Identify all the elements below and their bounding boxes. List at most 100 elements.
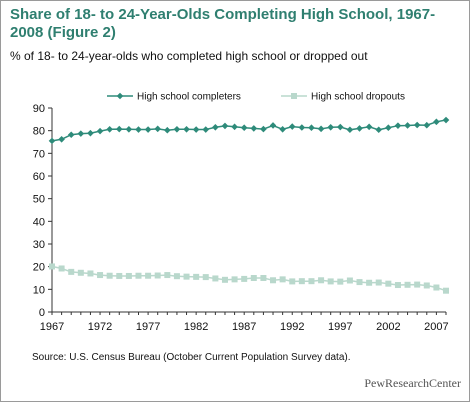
- data-point: [116, 272, 123, 279]
- data-point: [327, 123, 334, 131]
- data-point: [144, 126, 152, 133]
- data-point: [404, 122, 411, 129]
- data-point: [423, 121, 431, 129]
- data-point: [356, 279, 363, 286]
- data-point: [404, 281, 411, 288]
- data-point: [221, 122, 229, 130]
- data-point: [193, 273, 200, 280]
- data-point: [375, 279, 382, 286]
- data-point: [250, 275, 257, 281]
- data-point: [365, 123, 373, 131]
- data-point: [298, 124, 306, 131]
- y-tick-label: 60: [33, 171, 45, 183]
- data-point: [423, 282, 430, 289]
- data-point: [317, 125, 325, 133]
- series-dropouts: [49, 263, 449, 294]
- data-point: [48, 137, 56, 145]
- y-axis: 0 10 20 30 40 50 60 70 80 90: [33, 103, 53, 319]
- data-point: [241, 275, 248, 282]
- data-point: [58, 135, 65, 143]
- data-point: [183, 126, 190, 133]
- data-point: [366, 279, 373, 286]
- y-tick-label: 10: [33, 284, 45, 296]
- x-tick-label: 1977: [136, 321, 160, 333]
- data-point: [77, 130, 85, 137]
- data-point: [336, 123, 344, 131]
- data-point: [260, 125, 267, 133]
- data-point: [164, 272, 171, 279]
- data-point: [443, 287, 449, 294]
- y-tick-label: 50: [33, 194, 45, 206]
- data-point: [346, 126, 354, 134]
- data-point: [173, 273, 180, 280]
- series-completers: [48, 116, 450, 145]
- data-point: [308, 278, 315, 285]
- data-point: [375, 126, 383, 134]
- x-tick-label: 1967: [40, 321, 64, 333]
- data-point: [270, 277, 277, 284]
- x-tick-label: 2002: [376, 321, 400, 333]
- data-point: [192, 126, 200, 133]
- pew-logo: PewResearchCenter: [364, 376, 461, 390]
- data-point: [413, 121, 421, 129]
- data-point: [125, 272, 132, 279]
- data-point: [96, 127, 104, 135]
- data-point: [135, 272, 142, 279]
- data-point: [58, 265, 65, 272]
- data-point: [337, 278, 344, 285]
- data-point: [154, 272, 161, 279]
- data-point: [414, 281, 421, 288]
- x-axis: 1967 1972 1977 1982 1987 1992 1997 2002 2007: [40, 311, 449, 333]
- data-point: [135, 126, 142, 133]
- data-point: [279, 276, 286, 283]
- y-tick-label: 40: [33, 216, 45, 228]
- data-point: [106, 272, 113, 279]
- data-point: [298, 278, 305, 285]
- x-tick-label: 1997: [328, 321, 352, 333]
- x-tick-label: 2007: [424, 321, 448, 333]
- data-point: [231, 123, 238, 131]
- x-tick-label: 1992: [280, 321, 304, 333]
- data-point: [77, 269, 84, 276]
- data-point: [269, 122, 277, 129]
- data-point: [394, 122, 402, 129]
- data-point: [308, 124, 315, 132]
- data-point: [356, 125, 363, 132]
- data-point: [318, 277, 325, 284]
- data-point: [250, 125, 258, 132]
- chart-title: Share of 18- to 24-Year-Olds Completing …: [10, 6, 436, 41]
- x-tick-label: 1987: [232, 321, 256, 333]
- legend-item-completers: High school completers: [107, 92, 241, 103]
- data-point: [212, 123, 219, 131]
- data-point: [394, 282, 401, 289]
- chart-subtitle: % of 18- to 24-year-olds who completed h…: [10, 49, 368, 63]
- legend-label: High school dropouts: [311, 92, 405, 103]
- data-point: [67, 131, 75, 139]
- data-point: [125, 126, 133, 133]
- legend-marker: [291, 93, 297, 99]
- series-group: [48, 116, 450, 294]
- data-point: [87, 270, 94, 277]
- data-point: [279, 126, 286, 133]
- data-point: [212, 275, 219, 282]
- data-point: [164, 126, 171, 134]
- data-point: [231, 276, 238, 283]
- data-point: [202, 126, 210, 133]
- data-point: [154, 125, 162, 133]
- source-note: Source: U.S. Census Bureau (October Curr…: [32, 352, 351, 363]
- data-point: [145, 272, 152, 279]
- y-tick-label: 20: [33, 262, 45, 274]
- data-point: [433, 284, 440, 291]
- data-point: [221, 276, 228, 283]
- data-point: [288, 123, 296, 130]
- legend: High school completers High school dropou…: [107, 92, 405, 103]
- y-tick-label: 0: [39, 307, 45, 319]
- x-tick-label: 1972: [88, 321, 112, 333]
- data-point: [442, 116, 450, 124]
- data-point: [97, 272, 104, 279]
- data-point: [289, 278, 296, 285]
- data-point: [68, 268, 75, 275]
- data-point: [240, 124, 248, 132]
